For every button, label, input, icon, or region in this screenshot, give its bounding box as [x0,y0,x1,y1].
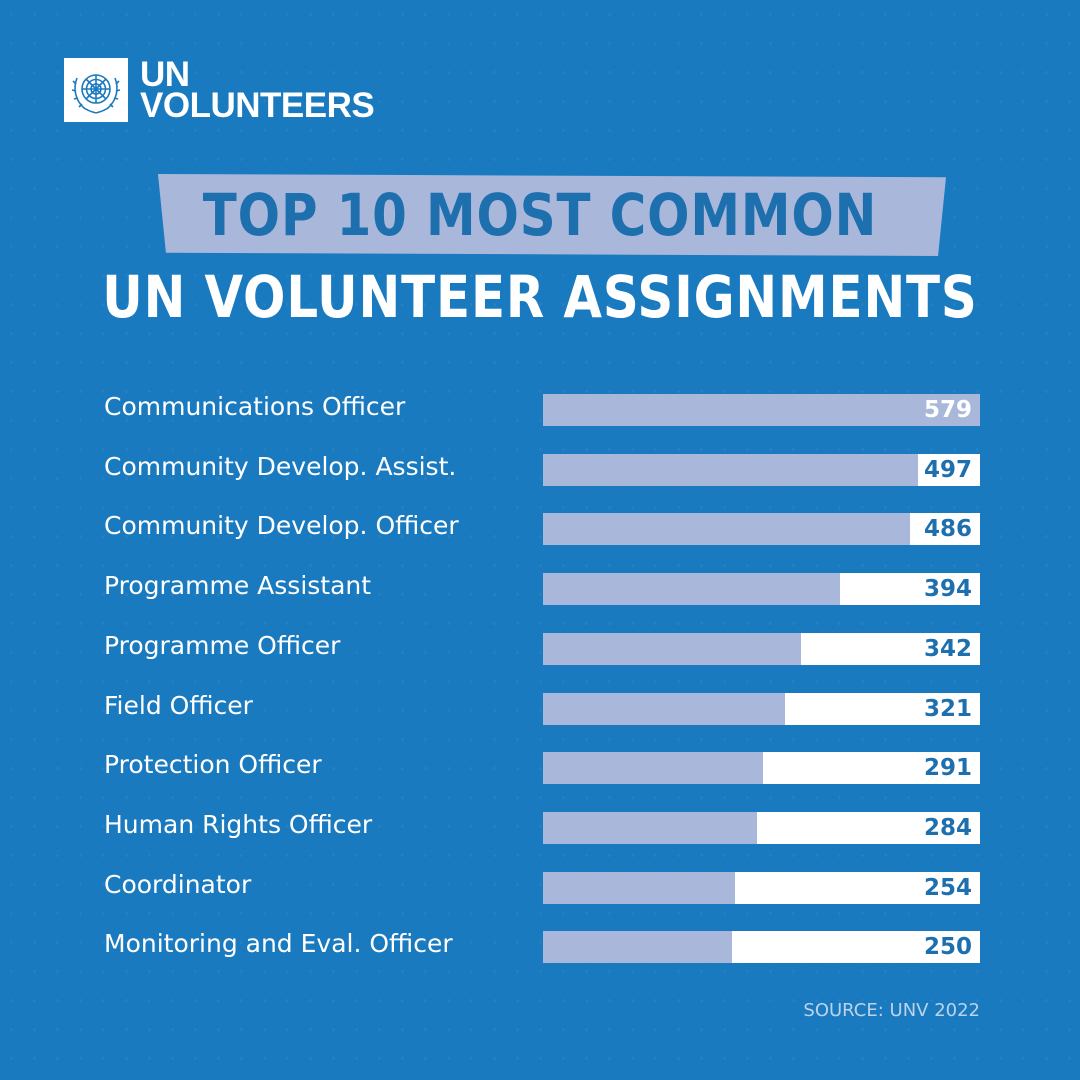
bar-value-label: 579 [923,397,972,423]
bar [543,394,980,426]
brand-name-line2: VOLUNTEERS [140,86,375,125]
bar-value-label: 321 [923,696,972,722]
bar-track: 254 [543,872,980,904]
chart-title-line1: TOP 10 MOST COMMON [202,181,878,249]
bar-label: Community Develop. Assist. [104,452,457,481]
bar-value-label: 497 [923,457,972,483]
bar-track: 284 [543,812,980,844]
bar-label: Human Rights Officer [104,810,373,839]
bar-value-label: 250 [923,934,972,960]
bar-track: 579 [543,394,980,426]
un-emblem-icon [64,58,128,122]
bar-label: Programme Assistant [104,571,372,600]
bar [543,872,735,904]
bar-track: 486 [543,513,980,545]
bar-label: Programme Officer [104,631,341,660]
bar [543,931,732,963]
bar [543,513,910,545]
bar-value-label: 291 [923,755,972,781]
bar [543,573,841,605]
bar-label: Protection Officer [104,750,322,779]
brand-name-line1: UN [140,55,190,94]
bar [543,633,802,665]
bar-track: 291 [543,752,980,784]
bar-track: 497 [543,454,980,486]
bar-label: Monitoring and Eval. Officer [104,929,453,958]
bar [543,454,919,486]
bar-track: 342 [543,633,980,665]
bar [543,752,763,784]
bar-value-label: 394 [923,576,972,602]
bar-label: Community Develop. Officer [104,511,459,540]
bar-label: Field Officer [104,691,253,720]
bar-value-label: 486 [923,516,972,542]
bar [543,812,758,844]
bar-track: 321 [543,693,980,725]
source-note: SOURCE: UNV 2022 [803,1000,980,1021]
bar [543,693,786,725]
bar-label: Communications Officer [104,392,406,421]
title-highlight-band [157,174,946,256]
bar-value-label: 254 [923,875,972,901]
bar-label: Coordinator [104,870,252,899]
un-volunteers-logo: UN VOLUNTEERS [64,55,375,125]
chart-title-line2: UN VOLUNTEER ASSIGNMENTS [102,263,978,331]
bar-track: 250 [543,931,980,963]
bar-value-label: 284 [923,815,972,841]
bar-track: 394 [543,573,980,605]
bar-value-label: 342 [923,636,972,662]
